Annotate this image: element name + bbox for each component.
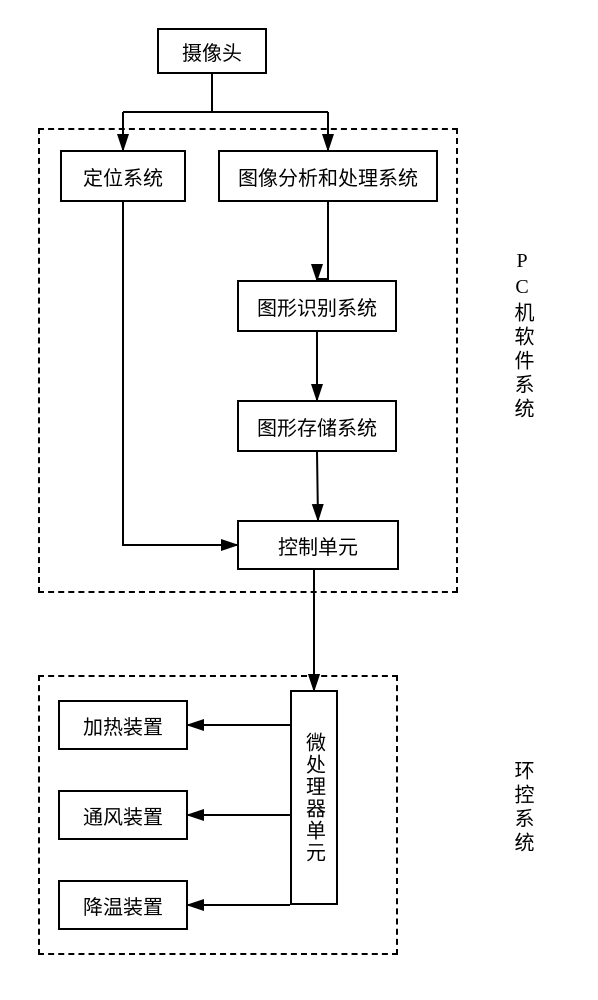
- node-recognize: 图形识别系统: [237, 280, 397, 332]
- env_group-label: 环控系统: [508, 760, 537, 856]
- node-control: 控制单元: [237, 520, 399, 570]
- node-vent: 通风装置: [58, 790, 188, 840]
- node-store: 图形存储系统: [237, 400, 397, 452]
- node-img_proc: 图像分析和处理系统: [218, 150, 438, 202]
- node-locate: 定位系统: [60, 150, 186, 202]
- node-heat: 加热装置: [58, 700, 188, 750]
- pc_group-label: PC机软件系统: [508, 250, 537, 422]
- node-mcu: 微处理器单元: [290, 690, 338, 905]
- node-camera: 摄像头: [157, 28, 267, 74]
- node-cool: 降温装置: [58, 880, 188, 930]
